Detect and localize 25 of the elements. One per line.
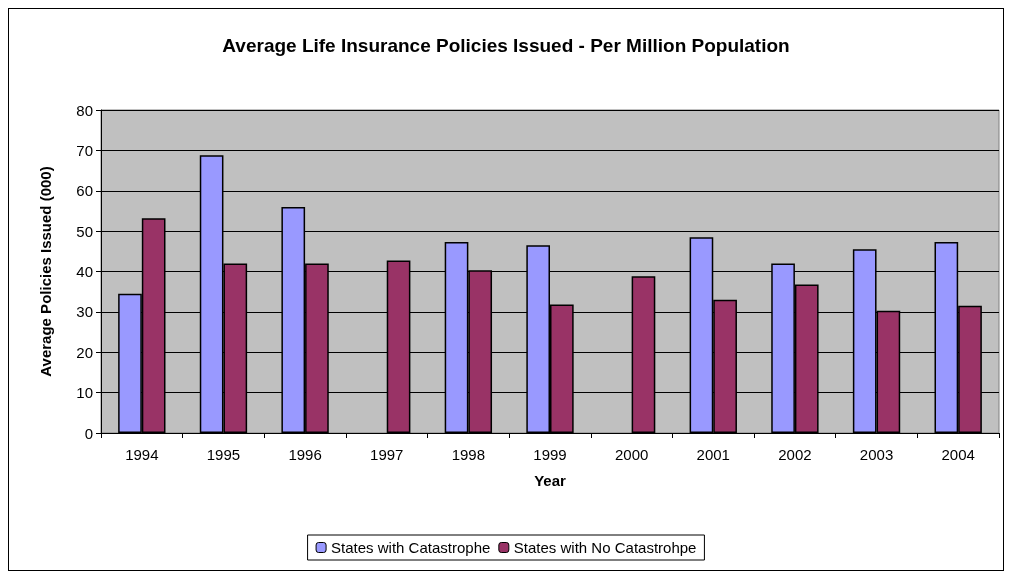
x-tick-label: 1995 [206,446,241,463]
y-axis-title: Average Policies Issued (000) [37,166,54,377]
y-tick-label: 70 [76,141,93,159]
y-tick-label: 50 [76,222,93,240]
x-tick-label: 2003 [859,446,894,463]
y-tick-label: 0 [84,424,93,442]
x-axis-title: Year [534,472,567,489]
x-tick-label: 2001 [696,446,730,463]
x-tick-label: 1994 [125,446,159,463]
legend-label: States with No Catastrohpe [513,539,697,556]
y-tick-label: 30 [76,303,93,321]
x-tick-label: 2000 [614,446,649,463]
x-tick-label: 1996 [288,446,322,463]
legend-label: States with Catastrophe [331,539,491,556]
chart-title: Average Life Insurance Policies Issued - Per Million Population [222,35,790,56]
x-tick-label: 1998 [451,446,486,463]
y-tick-label: 60 [76,182,93,200]
y-tick-label: 40 [76,263,93,280]
x-tick-label: 1997 [370,446,404,463]
y-tick-label: 20 [76,343,93,361]
x-tick-label: 1999 [533,446,567,463]
x-tick-label: 2004 [941,446,975,463]
y-tick-label: 80 [76,101,93,119]
y-tick-label: 10 [76,384,93,402]
x-tick-label: 2002 [778,446,812,463]
